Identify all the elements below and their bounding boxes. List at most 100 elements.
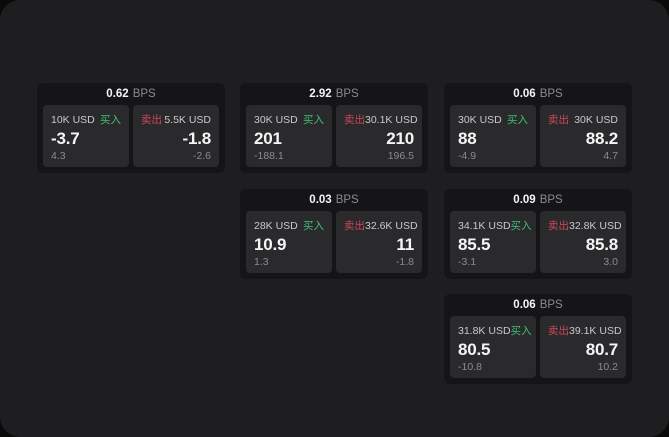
sell-sub-value: -1.8	[395, 256, 414, 268]
sell-badge: 卖出	[344, 114, 365, 126]
sell-badge: 卖出	[548, 114, 569, 126]
bps-value: 0.62	[106, 88, 129, 100]
sell-panel-top: 卖出 32.6K USD	[344, 218, 418, 233]
bps-value: 2.92	[309, 88, 332, 100]
card-header: 0.03 BPS	[240, 189, 428, 211]
sell-panel[interactable]: 卖出 39.1K USD 80.7 10.2	[540, 316, 626, 378]
buy-amount: 28K USD	[254, 219, 298, 232]
buy-panel-top: 30K USD 买入	[254, 112, 324, 127]
buy-sub-value: 1.3	[254, 256, 269, 268]
card-body: 31.8K USD 买入 80.5 -10.8 卖出 39.1K USD 80.…	[444, 316, 632, 384]
buy-panel-top: 31.8K USD 买入	[458, 323, 532, 338]
buy-panel[interactable]: 28K USD 买入 10.9 1.3	[246, 211, 332, 273]
card-body: 30K USD 买入 88 -4.9 卖出 30K USD 88.2 4.7	[444, 105, 632, 173]
buy-value: 85.5	[458, 235, 491, 254]
sell-panel-top: 卖出 39.1K USD	[548, 323, 622, 338]
bps-spread-card: 0.62 BPS 10K USD 买入 -3.7 4.3 卖出 5.5K USD…	[37, 83, 225, 173]
sell-value: -1.8	[182, 129, 212, 148]
buy-panel-top: 30K USD 买入	[458, 112, 528, 127]
buy-amount: 10K USD	[51, 113, 95, 126]
bps-spread-card: 0.06 BPS 30K USD 买入 88 -4.9 卖出 30K USD 8…	[444, 83, 632, 173]
sell-amount: 32.8K USD	[569, 219, 622, 232]
sell-sub-value: -2.6	[192, 150, 211, 162]
sell-panel-top: 卖出 5.5K USD	[141, 112, 211, 127]
buy-value: 10.9	[254, 235, 287, 254]
sell-value: 11	[396, 235, 414, 254]
card-body: 10K USD 买入 -3.7 4.3 卖出 5.5K USD -1.8 -2.…	[37, 105, 225, 173]
buy-badge: 买入	[303, 220, 324, 232]
card-header: 2.92 BPS	[240, 83, 428, 105]
sell-amount: 39.1K USD	[569, 324, 622, 337]
buy-panel[interactable]: 30K USD 买入 201 -188.1	[246, 105, 332, 167]
sell-panel-top: 卖出 30.1K USD	[344, 112, 418, 127]
buy-badge: 买入	[510, 325, 532, 337]
buy-panel[interactable]: 10K USD 买入 -3.7 4.3	[43, 105, 129, 167]
buy-amount: 30K USD	[458, 113, 502, 126]
sell-value: 210	[386, 129, 414, 148]
buy-sub-value: -10.8	[458, 361, 482, 373]
sell-panel[interactable]: 卖出 30.1K USD 210 196.5	[336, 105, 422, 167]
buy-value: 88	[458, 129, 477, 148]
buy-panel-top: 28K USD 买入	[254, 218, 324, 233]
bps-value: 0.06	[513, 88, 536, 100]
card-body: 34.1K USD 买入 85.5 -3.1 卖出 32.8K USD 85.8…	[444, 211, 632, 279]
bps-spread-card: 0.03 BPS 28K USD 买入 10.9 1.3 卖出 32.6K US…	[240, 189, 428, 279]
bps-unit-label: BPS	[132, 88, 156, 100]
buy-panel[interactable]: 34.1K USD 买入 85.5 -3.1	[450, 211, 536, 273]
sell-amount: 5.5K USD	[164, 113, 211, 126]
buy-badge: 买入	[507, 114, 528, 126]
buy-panel[interactable]: 31.8K USD 买入 80.5 -10.8	[450, 316, 536, 378]
buy-sub-value: -188.1	[254, 150, 284, 162]
sell-sub-value: 196.5	[387, 150, 414, 162]
sell-amount: 32.6K USD	[365, 219, 418, 232]
buy-panel-top: 34.1K USD 买入	[458, 218, 532, 233]
sell-value: 85.8	[585, 235, 618, 254]
sell-panel[interactable]: 卖出 5.5K USD -1.8 -2.6	[133, 105, 219, 167]
buy-badge: 买入	[303, 114, 324, 126]
buy-amount: 30K USD	[254, 113, 298, 126]
sell-panel-top: 卖出 30K USD	[548, 112, 618, 127]
bps-unit-label: BPS	[335, 194, 359, 206]
buy-panel-top: 10K USD 买入	[51, 112, 121, 127]
bps-value: 0.06	[513, 299, 536, 311]
sell-badge: 卖出	[344, 220, 365, 232]
bps-spread-card: 2.92 BPS 30K USD 买入 201 -188.1 卖出 30.1K …	[240, 83, 428, 173]
card-header: 0.06 BPS	[444, 83, 632, 105]
sell-value: 80.7	[585, 340, 618, 359]
buy-panel[interactable]: 30K USD 买入 88 -4.9	[450, 105, 536, 167]
bps-unit-label: BPS	[335, 88, 359, 100]
buy-sub-value: -4.9	[458, 150, 477, 162]
card-body: 28K USD 买入 10.9 1.3 卖出 32.6K USD 11 -1.8	[240, 211, 428, 279]
card-header: 0.62 BPS	[37, 83, 225, 105]
buy-badge: 买入	[510, 220, 532, 232]
sell-badge: 卖出	[548, 220, 569, 232]
bps-value: 0.03	[309, 194, 332, 206]
sell-amount: 30K USD	[574, 113, 618, 126]
bps-unit-label: BPS	[539, 88, 563, 100]
sell-amount: 30.1K USD	[365, 113, 418, 126]
buy-amount: 31.8K USD	[458, 324, 511, 337]
sell-sub-value: 10.2	[597, 361, 618, 373]
card-header: 0.06 BPS	[444, 294, 632, 316]
buy-badge: 买入	[100, 114, 121, 126]
bps-spread-card: 0.06 BPS 31.8K USD 买入 80.5 -10.8 卖出 39.1…	[444, 294, 632, 384]
sell-sub-value: 3.0	[603, 256, 618, 268]
bps-spread-card: 0.09 BPS 34.1K USD 买入 85.5 -3.1 卖出 32.8K…	[444, 189, 632, 279]
buy-value: -3.7	[51, 129, 80, 148]
card-header: 0.09 BPS	[444, 189, 632, 211]
sell-panel[interactable]: 卖出 32.6K USD 11 -1.8	[336, 211, 422, 273]
sell-badge: 卖出	[548, 325, 569, 337]
sell-panel-top: 卖出 32.8K USD	[548, 218, 622, 233]
buy-sub-value: 4.3	[51, 150, 66, 162]
sell-panel[interactable]: 卖出 30K USD 88.2 4.7	[540, 105, 626, 167]
bps-value: 0.09	[513, 194, 536, 206]
buy-value: 80.5	[458, 340, 491, 359]
bps-unit-label: BPS	[539, 299, 563, 311]
sell-badge: 卖出	[141, 114, 162, 126]
bps-unit-label: BPS	[539, 194, 563, 206]
buy-amount: 34.1K USD	[458, 219, 511, 232]
buy-sub-value: -3.1	[458, 256, 477, 268]
sell-panel[interactable]: 卖出 32.8K USD 85.8 3.0	[540, 211, 626, 273]
